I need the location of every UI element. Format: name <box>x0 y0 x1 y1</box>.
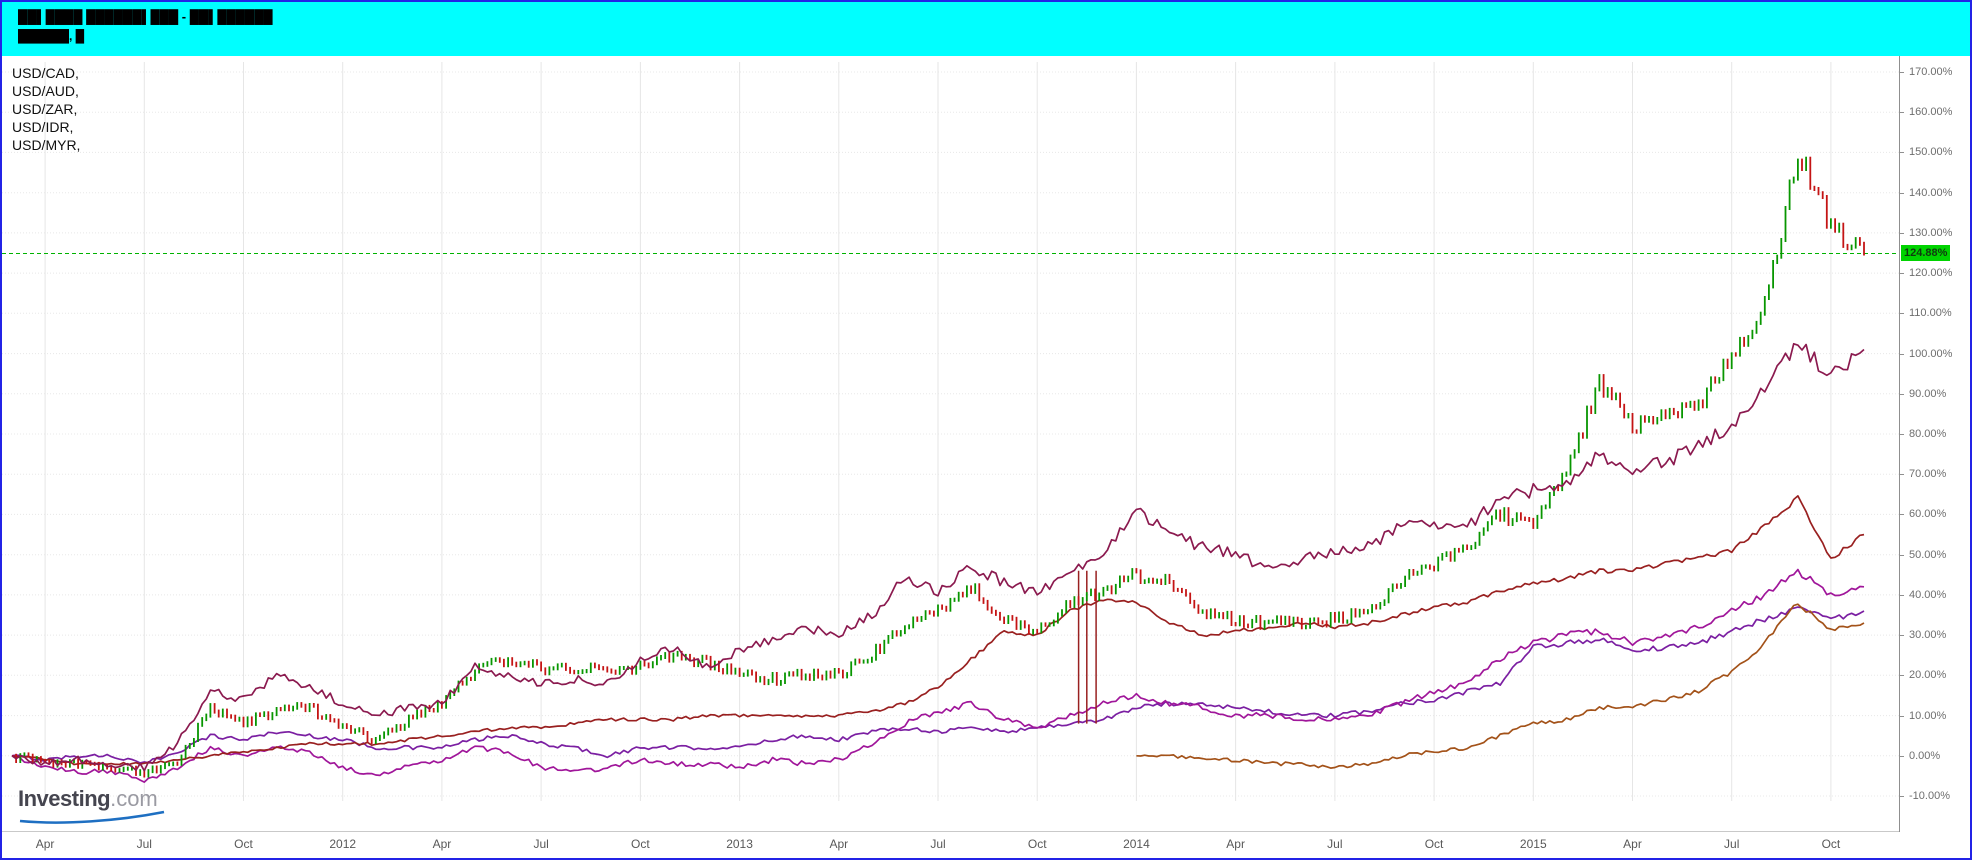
y-axis-label: 140.00% <box>1909 186 1953 199</box>
y-axis-tick <box>1900 514 1904 516</box>
x-axis-label: Apr <box>829 837 849 851</box>
y-axis-tick <box>1900 72 1904 73</box>
x-axis-label: Jul <box>930 837 946 851</box>
y-axis-label: 50.00% <box>1909 548 1947 561</box>
x-axis-label: Jul <box>533 837 549 851</box>
x-axis-label: Apr <box>432 837 452 851</box>
legend-item-usdaud[interactable]: USD/AUD, <box>12 83 79 99</box>
logo-tld-text: .com <box>110 786 158 811</box>
x-axis-label: Jul <box>1327 837 1343 851</box>
y-axis-tick <box>1900 353 1904 355</box>
x-axis-label: 2013 <box>726 837 753 851</box>
x-axis-label: Apr <box>1623 837 1642 851</box>
legend-item-usdidr[interactable]: USD/IDR, <box>12 119 74 135</box>
y-axis-label: -10.00% <box>1909 790 1950 802</box>
x-axis-label: 2014 <box>1123 837 1150 851</box>
logo-swoosh-icon <box>19 810 165 824</box>
y-axis-tick <box>1900 594 1904 596</box>
y-axis-label: 130.00% <box>1909 226 1953 239</box>
last-price-badge: 124.88% <box>1901 245 1951 262</box>
y-axis-label: 60.00% <box>1909 508 1947 521</box>
y-axis-label: 80.00% <box>1909 428 1947 440</box>
x-axis-label: 2012 <box>329 837 357 851</box>
legend-item-usdmyr[interactable]: USD/MYR, <box>12 137 81 153</box>
series-USD/CAD <box>11 606 1865 764</box>
y-axis-label: 20.00% <box>1909 669 1947 682</box>
y-axis-tick <box>1900 474 1904 476</box>
x-axis-label: Oct <box>631 837 650 851</box>
y-axis-tick <box>1900 755 1904 757</box>
x-axis[interactable]: Apr Jul Oct 2012 Apr Jul Oct 2013 Apr Jul Oct 2014 A… <box>2 832 1899 858</box>
y-axis-tick <box>1900 192 1904 194</box>
investing-logo[interactable]: Investing.com <box>18 786 165 824</box>
y-axis-tick <box>1900 393 1904 395</box>
y-axis-tick <box>1900 273 1904 275</box>
y-axis-tick <box>1900 635 1904 637</box>
y-axis-label: 160.00% <box>1909 106 1953 119</box>
y-axis-tick <box>1900 796 1904 797</box>
series-USD/IDR <box>11 495 1865 766</box>
y-axis-label: 150.00% <box>1909 146 1953 159</box>
y-axis-tick <box>1900 675 1904 677</box>
y-axis-label: 90.00% <box>1909 387 1947 400</box>
y-axis-tick <box>1900 715 1904 717</box>
y-axis-label: 100.00% <box>1909 347 1953 360</box>
x-axis-label: 2015 <box>1519 837 1547 851</box>
chart-title: ██▌████ ██████▌███ - ██▌██████ <box>18 9 273 24</box>
chart-area: USD/CAD, USD/AUD, USD/ZAR, USD/IDR, USD/… <box>2 56 1970 858</box>
y-axis-tick <box>1900 152 1904 154</box>
legend-item-usdzar[interactable]: USD/ZAR, <box>12 101 78 117</box>
chart-subtitle: ██████, █ <box>18 29 85 43</box>
x-axis-label: Jul <box>1724 837 1740 851</box>
y-axis-tick <box>1900 313 1904 315</box>
x-axis-label: Oct <box>1821 837 1841 851</box>
y-axis-label: 30.00% <box>1909 629 1947 642</box>
x-axis-label: Apr <box>1226 837 1245 851</box>
x-axis-label: Jul <box>136 837 152 851</box>
y-axis-label: 120.00% <box>1909 267 1953 280</box>
series-USD/AUD <box>11 568 1865 783</box>
x-axis-label: Oct <box>234 837 253 851</box>
y-axis-label: 170.00% <box>1909 66 1953 78</box>
y-axis-label: 70.00% <box>1909 468 1947 481</box>
y-axis-tick <box>1900 434 1904 435</box>
x-axis-label: Oct <box>1027 837 1047 851</box>
y-axis-tick <box>1900 554 1904 556</box>
series-USD/MYR <box>1136 603 1865 769</box>
x-axis-label: Oct <box>1424 837 1444 851</box>
y-axis[interactable]: 124.88% -10.00% 0.00% 10.00% 20.00% 30.00% 40… <box>1899 56 1969 832</box>
y-axis-tick <box>1900 112 1904 114</box>
y-axis-label: 110.00% <box>1909 307 1952 320</box>
legend: USD/CAD, USD/AUD, USD/ZAR, USD/IDR, USD/… <box>12 64 80 154</box>
chart-canvas <box>2 62 1899 801</box>
y-axis-label: 10.00% <box>1909 709 1947 722</box>
y-axis-label: 40.00% <box>1909 588 1947 601</box>
chart-header: ██▌████ ██████▌███ - ██▌██████ ██████, █ <box>2 2 1970 56</box>
y-axis-tick <box>1900 232 1904 234</box>
x-axis-label: Apr <box>35 837 55 851</box>
series-USD/ZAR <box>11 342 1865 772</box>
y-axis-label: 0.00% <box>1909 749 1941 762</box>
plot-area[interactable]: USD/CAD, USD/AUD, USD/ZAR, USD/IDR, USD/… <box>2 56 1899 832</box>
logo-brand-text: Investing <box>18 786 111 811</box>
legend-item-usdcad[interactable]: USD/CAD, <box>12 65 79 81</box>
